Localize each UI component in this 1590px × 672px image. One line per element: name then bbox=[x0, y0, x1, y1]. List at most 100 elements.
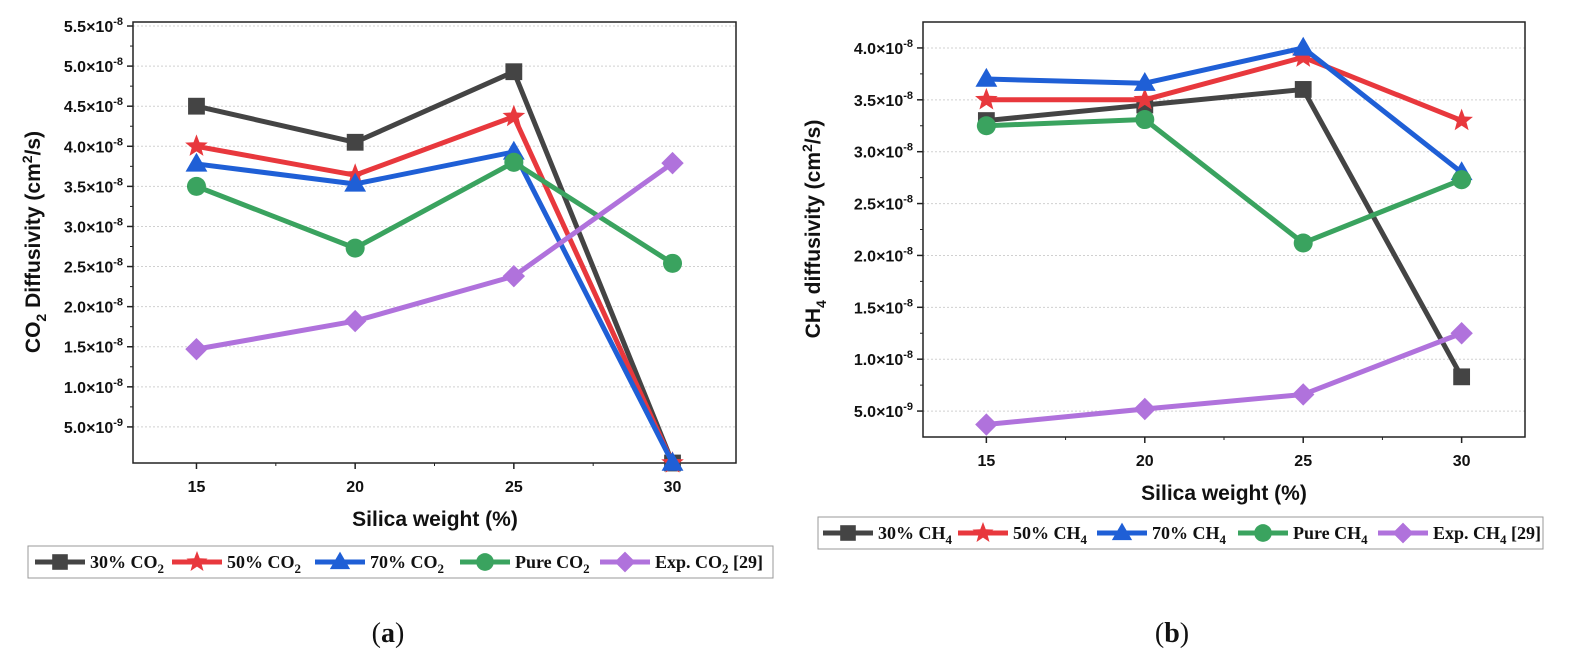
y-label-part: /s) bbox=[802, 120, 825, 145]
legend-item: 30% CO2 bbox=[35, 552, 164, 576]
caption-paren: ) bbox=[1180, 618, 1189, 649]
y-tick-mantissa: 2.5×10 bbox=[64, 260, 113, 277]
plot-frame bbox=[922, 21, 1526, 438]
data-point bbox=[663, 253, 683, 273]
y-tick-exponent: -8 bbox=[903, 349, 913, 361]
legend-label-subscript: 2 bbox=[158, 561, 165, 576]
y-tick-label: 2.0×10-8 bbox=[64, 297, 123, 317]
data-point bbox=[185, 337, 208, 361]
y-tick-label: 2.5×10-8 bbox=[64, 257, 123, 277]
series-70-co2 bbox=[185, 140, 684, 471]
legend-item: Exp. CH4 [29] bbox=[1378, 522, 1541, 547]
x-tick-label: 20 bbox=[346, 479, 364, 496]
legend-label-subscript: 2 bbox=[583, 561, 590, 576]
legend-item: 70% CH4 bbox=[1097, 522, 1227, 547]
data-point bbox=[344, 172, 367, 192]
data-point bbox=[188, 97, 205, 115]
y-tick-mantissa: 1.5×10 bbox=[64, 340, 113, 357]
legend-label-text: 50% CH bbox=[1013, 523, 1081, 543]
data-point bbox=[661, 151, 684, 175]
y-label-part: Diffusivity (cm bbox=[22, 163, 45, 314]
legend: 30% CO2 50% CO2 70% CO2 Pure CO2 Exp. CO2 [2… bbox=[27, 545, 774, 579]
y-tick-label: 3.5×10-8 bbox=[854, 90, 913, 110]
legend: 30% CH4 50% CH4 70% CH4 Pure CH4 Exp. CH4 [2… bbox=[817, 516, 1544, 550]
x-tick-label: 20 bbox=[1136, 453, 1154, 470]
data-point bbox=[1133, 72, 1156, 91]
caption-paren: ) bbox=[395, 618, 404, 649]
legend-label-subscript: 4 bbox=[1081, 532, 1088, 547]
data-point bbox=[343, 309, 367, 333]
legend-label-subscript: 4 bbox=[1500, 532, 1507, 547]
panel-caption: (a) bbox=[372, 618, 405, 649]
y-tick-mantissa: 5.0×10 bbox=[64, 420, 113, 437]
series-line bbox=[986, 330, 1463, 428]
data-point bbox=[345, 238, 365, 258]
y-tick-label: 1.5×10-8 bbox=[854, 297, 913, 317]
legend-label: 30% CO2 bbox=[90, 552, 164, 576]
y-tick-exponent: -8 bbox=[903, 245, 913, 257]
legend-marker bbox=[329, 551, 351, 570]
panel-a: 5.0×10-91.0×10-81.5×10-82.0×10-82.5×10-8… bbox=[19, 16, 774, 649]
legend-label: 50% CH4 bbox=[1013, 523, 1088, 547]
legend-label: 70% CO2 bbox=[370, 552, 444, 576]
y-tick-exponent: -8 bbox=[113, 176, 123, 188]
y-tick-label: 3.0×10-8 bbox=[854, 142, 913, 162]
x-tick-label: 25 bbox=[1294, 453, 1312, 470]
y-tick-mantissa: 3.5×10 bbox=[854, 93, 903, 110]
y-tick-exponent: -8 bbox=[113, 136, 123, 148]
legend-label: 50% CO2 bbox=[227, 552, 301, 576]
data-point bbox=[975, 67, 998, 87]
y-tick-exponent: -8 bbox=[113, 216, 123, 228]
data-point bbox=[1294, 81, 1312, 98]
y-tick-exponent: -8 bbox=[113, 56, 123, 68]
legend-label: Exp. CH4 [29] bbox=[1433, 523, 1541, 547]
y-tick-exponent: -8 bbox=[113, 16, 123, 28]
legend-label-subscript: 4 bbox=[946, 532, 953, 547]
gridlines bbox=[923, 47, 1525, 412]
data-point bbox=[504, 152, 524, 172]
x-tick-label: 30 bbox=[664, 479, 682, 496]
series-50-ch4 bbox=[975, 45, 1473, 131]
y-label-part: CO bbox=[22, 322, 45, 354]
legend-label-subscript: 4 bbox=[1361, 532, 1368, 547]
x-tick-label: 15 bbox=[977, 453, 995, 470]
y-tick-mantissa: 3.5×10 bbox=[64, 179, 113, 196]
legend-marker bbox=[186, 550, 208, 571]
legend-item: Pure CH4 bbox=[1238, 523, 1368, 547]
y-label-part: /s) bbox=[22, 131, 45, 156]
series-70-ch4 bbox=[975, 36, 1473, 181]
x-tick-label: 25 bbox=[505, 479, 523, 496]
data-point bbox=[1450, 322, 1473, 345]
y-label-subscript: 2 bbox=[33, 314, 49, 322]
legend-label: 70% CH4 bbox=[1152, 523, 1227, 547]
y-tick-exponent: -8 bbox=[113, 257, 123, 269]
legend-label: Pure CH4 bbox=[1293, 523, 1368, 547]
y-tick-exponent: -9 bbox=[113, 417, 123, 429]
y-tick-label: 5.0×10-9 bbox=[854, 401, 913, 421]
y-tick-label: 2.5×10-8 bbox=[854, 194, 913, 214]
series-line bbox=[196, 149, 675, 465]
y-tick-label: 3.0×10-8 bbox=[64, 216, 123, 236]
legend-label: Exp. CO2 [29] bbox=[655, 552, 763, 576]
data-point bbox=[1452, 170, 1472, 190]
data-point bbox=[1133, 397, 1156, 421]
data-point bbox=[661, 451, 684, 471]
series-50-co2 bbox=[185, 104, 684, 473]
y-tick-label: 1.0×10-8 bbox=[64, 377, 123, 397]
data-point bbox=[975, 87, 998, 110]
legend-label-text: Pure CO bbox=[515, 552, 583, 572]
y-axis-label: CH4 diffusivity (cm2/s) bbox=[799, 120, 829, 339]
data-point bbox=[346, 133, 364, 151]
legend-marker bbox=[1111, 522, 1133, 541]
data-point bbox=[185, 152, 208, 172]
series-exp-ch4-29- bbox=[975, 322, 1473, 436]
y-tick-label: 4.0×10-8 bbox=[64, 136, 123, 156]
series-line bbox=[986, 45, 1464, 175]
data-point bbox=[505, 63, 523, 81]
y-tick-label: 4.0×10-8 bbox=[854, 38, 913, 58]
data-point bbox=[1133, 87, 1157, 110]
series-line bbox=[196, 114, 675, 465]
legend-label-text: [29] bbox=[1507, 523, 1542, 543]
legend-marker bbox=[1254, 524, 1272, 542]
